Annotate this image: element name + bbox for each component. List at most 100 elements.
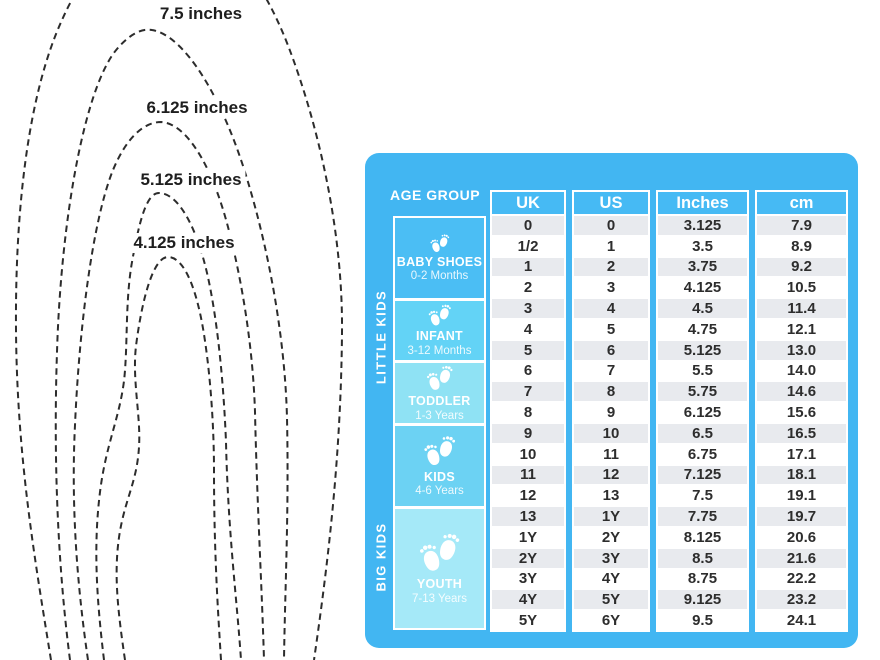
table-cell: 5: [492, 340, 564, 362]
table-column-uk: UK 0 1/2 1 2 3 4 5 6 7 8 9 10 11 12 13 1Y 2Y 3Y 4Y 5Y: [490, 190, 566, 632]
table-cell: 5.5: [658, 361, 747, 383]
age-group-column: BABY SHOES 0-2 Months INFANT 3-12 Months TOD…: [393, 216, 486, 630]
table-cell: 7.5: [658, 486, 747, 508]
age-group-cell-infant: INFANT 3-12 Months: [395, 300, 484, 361]
footprints-icon: [429, 233, 451, 255]
table-cell: 0: [492, 216, 564, 237]
age-group-cell-kids: KIDS 4-6 Years: [395, 426, 484, 506]
table-cell: 4Y: [574, 569, 648, 591]
table-cell: 3.5: [658, 236, 747, 258]
table-cell: 2: [574, 257, 648, 279]
age-group-name: BABY SHOES: [396, 254, 483, 269]
table-cell: 5.75: [658, 382, 747, 404]
column-header-inches: Inches: [658, 192, 747, 216]
table-cell: 5.125: [658, 340, 747, 362]
table-cell: 6Y: [574, 611, 648, 630]
table-cell: 4.125: [658, 278, 747, 300]
table-cell: 4: [492, 319, 564, 341]
size-table: UK 0 1/2 1 2 3 4 5 6 7 8 9 10 11 12 13 1Y 2Y 3Y 4Y 5Y US 0 1 2 3 4…: [490, 190, 848, 632]
table-cell: 7: [492, 382, 564, 404]
table-cell: 13: [492, 507, 564, 528]
age-group-name: KIDS: [423, 469, 456, 484]
table-cell: 4: [574, 299, 648, 320]
table-cell: 7.75: [658, 507, 747, 528]
table-cell: 10: [574, 423, 648, 445]
table-cell: 8.9: [757, 236, 846, 258]
table-cell: 1/2: [492, 236, 564, 258]
table-cell: 18.1: [757, 465, 846, 487]
table-cell: 5Y: [574, 590, 648, 612]
table-cell: 24.1: [757, 611, 846, 630]
table-cell: 3Y: [574, 548, 648, 570]
age-group-range: 0-2 Months: [410, 270, 469, 283]
table-cell: 19.7: [757, 507, 846, 528]
outline-length-label: 6.125 inches: [142, 98, 252, 118]
table-cell: 9.2: [757, 257, 846, 279]
foot-outline-1-outermost: [14, 0, 344, 660]
table-cell: 16.5: [757, 423, 846, 445]
table-cell: 4Y: [492, 590, 564, 612]
table-cell: 3Y: [492, 569, 564, 591]
table-cell: 6.125: [658, 403, 747, 424]
age-group-cell-baby-shoes: BABY SHOES 0-2 Months: [395, 218, 484, 298]
band-label-big-kids: BIG KIDS: [373, 522, 389, 592]
table-cell: 14.0: [757, 361, 846, 383]
age-group-range: 7-13 Years: [412, 592, 467, 605]
foot-outline-4-5.125in: [95, 191, 242, 660]
table-cell: 23.2: [757, 590, 846, 612]
foot-outline-2-7.5in: [54, 28, 289, 660]
column-header-us: US: [574, 192, 648, 216]
table-cell: 8: [574, 382, 648, 404]
table-cell: 20.6: [757, 527, 846, 549]
age-group-cell-toddler: TODDLER 1-3 Years: [395, 363, 484, 423]
table-cell: 10: [492, 444, 564, 466]
column-header-uk: UK: [492, 192, 564, 216]
table-cell: 14.6: [757, 382, 846, 404]
table-cell: 1: [492, 257, 564, 279]
table-column-cm: cm 7.9 8.9 9.2 10.5 11.4 12.1 13.0 14.0 14.6 15.6 1…: [755, 190, 848, 632]
table-cell: 9.5: [658, 611, 747, 630]
table-cell: 3: [492, 299, 564, 320]
table-cell: 12.1: [757, 319, 846, 341]
table-cell: 3.75: [658, 257, 747, 279]
table-cell: 2: [492, 278, 564, 300]
table-cell: 22.2: [757, 569, 846, 591]
table-cell: 17.1: [757, 444, 846, 466]
table-cell: 11: [492, 465, 564, 487]
table-cell: 9: [492, 423, 564, 445]
foot-outline-5-4.125in: [115, 255, 222, 660]
outline-length-label: 5.125 inches: [136, 170, 246, 190]
table-cell: 8: [492, 403, 564, 424]
foot-outlines-svg: [14, 0, 344, 660]
table-cell: 5: [574, 319, 648, 341]
table-cell: 21.6: [757, 548, 846, 570]
age-group-range: 1-3 Years: [415, 409, 464, 422]
age-group-name: INFANT: [416, 329, 463, 344]
table-cell: 8.75: [658, 569, 747, 591]
age-group-title: AGE GROUP: [390, 187, 481, 203]
footprints-icon: [422, 434, 458, 470]
outline-length-label: 4.125 inches: [129, 233, 239, 253]
column-header-cm: cm: [757, 192, 846, 216]
outline-length-label: 7.5 inches: [155, 4, 247, 24]
table-cell: 2Y: [492, 548, 564, 570]
table-cell: 4.75: [658, 319, 747, 341]
table-cell: 0: [574, 216, 648, 237]
table-cell: 9.125: [658, 590, 747, 612]
table-cell: 1Y: [492, 527, 564, 549]
table-cell: 6.5: [658, 423, 747, 445]
table-cell: 4.5: [658, 299, 747, 320]
foot-outline-3-6.125in: [72, 120, 265, 660]
table-column-us: US 0 1 2 3 4 5 6 7 8 9 10 11 12 13 1Y 2Y 3Y 4Y 5Y 6Y: [572, 190, 650, 632]
table-cell: 2Y: [574, 527, 648, 549]
table-cell: 6: [574, 340, 648, 362]
table-cell: 1: [574, 236, 648, 258]
table-cell: 8.125: [658, 527, 747, 549]
table-column-inches: Inches 3.125 3.5 3.75 4.125 4.5 4.75 5.125 5.5 5.…: [656, 190, 749, 632]
table-cell: 11: [574, 444, 648, 466]
table-cell: 3: [574, 278, 648, 300]
age-group-name: YOUTH: [416, 577, 463, 592]
age-group-name: TODDLER: [408, 393, 471, 408]
table-cell: 10.5: [757, 278, 846, 300]
